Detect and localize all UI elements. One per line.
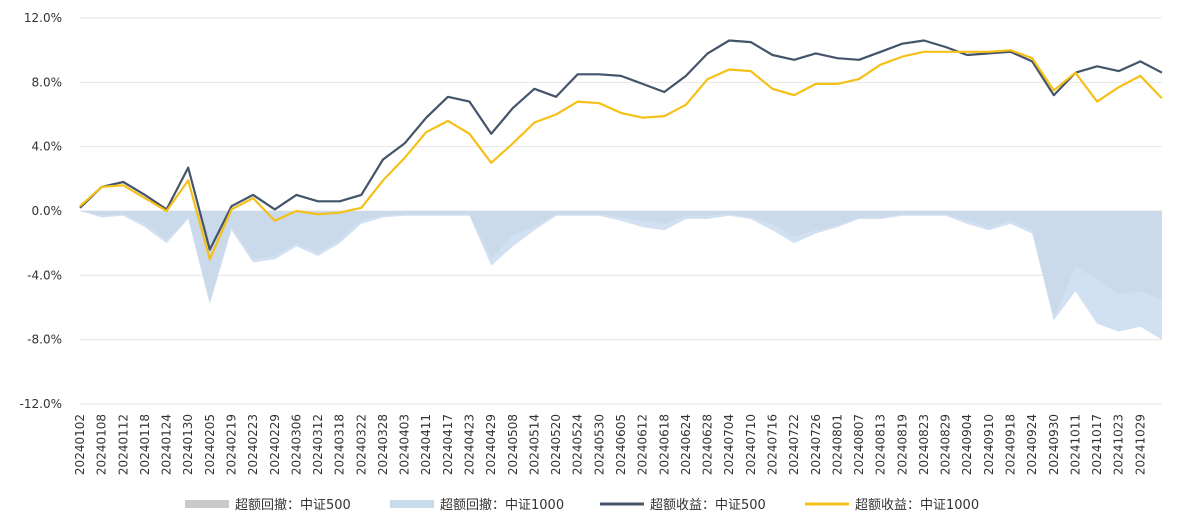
x-tick-label: 20240628 (701, 414, 715, 475)
x-tick-label: 20241017 (1090, 414, 1104, 475)
x-tick-label: 20240807 (852, 414, 866, 475)
x-tick-label: 20240530 (592, 414, 606, 475)
legend-label-0: 超额回撤：中证500 (235, 497, 351, 513)
x-tick-label: 20241029 (1133, 414, 1147, 475)
x-tick-label: 20240118 (138, 414, 152, 475)
x-tick-label: 20240716 (766, 414, 780, 475)
x-tick-label: 20240930 (1047, 414, 1061, 475)
y-tick-label: -4.0% (27, 268, 62, 282)
x-tick-label: 20240710 (744, 414, 758, 475)
legend-label-1: 超额回撤：中证1000 (440, 497, 564, 513)
x-tick-label: 20240508 (506, 414, 520, 475)
drawdown-areas (80, 211, 1162, 340)
x-tick-label: 20240605 (614, 414, 628, 475)
legend-label-3: 超额收益：中证1000 (855, 498, 979, 513)
x-tick-label: 20240306 (289, 414, 303, 475)
x-tick-label: 20240910 (982, 414, 996, 475)
x-tick-label: 20240819 (895, 414, 909, 475)
x-tick-label: 20240704 (722, 414, 736, 475)
x-tick-label: 20240223 (246, 414, 260, 475)
x-tick-label: 20240108 (95, 414, 109, 475)
x-tick-label: 20240124 (160, 414, 174, 475)
x-tick-label: 20240411 (419, 414, 433, 475)
x-tick-label: 20240229 (268, 414, 282, 475)
x-tick-label: 20241011 (1068, 414, 1082, 475)
x-tick-label: 20240130 (181, 414, 195, 475)
x-tick-label: 20240205 (203, 414, 217, 475)
x-tick-label: 20240618 (657, 414, 671, 475)
series-area-1 (80, 211, 1162, 340)
series-line-3 (79, 49, 1163, 261)
x-tick-label: 20240829 (939, 414, 953, 475)
x-tick-label: 20240726 (809, 414, 823, 475)
x-tick-label: 20240403 (398, 414, 412, 475)
legend-label-2: 超额收益：中证500 (650, 498, 766, 513)
x-tick-label: 20240423 (463, 414, 477, 475)
y-tick-label: 8.0% (32, 75, 63, 89)
legend-swatch-0 (185, 500, 229, 508)
x-tick-label: 20240904 (960, 414, 974, 475)
y-tick-label: -8.0% (27, 333, 62, 347)
x-tick-label: 20240520 (549, 414, 563, 475)
x-tick-label: 20241023 (1112, 414, 1126, 475)
y-axis: 12.0% 8.0% 4.0% 0.0% -4.0% -8.0% -12.0% (20, 11, 62, 411)
x-tick-label: 20240801 (830, 414, 844, 475)
legend-swatch-1 (390, 500, 434, 508)
x-tick-label: 20240112 (116, 414, 130, 475)
y-tick-label: 4.0% (32, 140, 63, 154)
x-tick-label: 20240219 (225, 414, 239, 475)
series-line-2 (79, 39, 1163, 251)
x-tick-label: 20240823 (917, 414, 931, 475)
x-tick-label: 20240924 (1025, 414, 1039, 475)
excess-return-lines (79, 39, 1163, 261)
x-tick-label: 20240813 (874, 414, 888, 475)
x-tick-label: 20240612 (636, 414, 650, 475)
y-tick-label: 0.0% (32, 204, 63, 218)
x-tick-label: 20240417 (441, 414, 455, 475)
x-tick-label: 20240322 (354, 414, 368, 475)
x-tick-label: 20240429 (484, 414, 498, 475)
x-tick-label: 20240524 (571, 414, 585, 475)
x-tick-label: 20240312 (311, 414, 325, 475)
x-axis: 20240102 20240108 20240112 20240118 20240124… (73, 414, 1147, 475)
legend: 超额回撤：中证500 超额回撤：中证1000 超额收益：中证500 超额收益：中证10… (185, 497, 979, 513)
x-tick-label: 20240514 (527, 414, 541, 475)
x-tick-label: 20240318 (333, 414, 347, 475)
x-tick-label: 20240328 (376, 414, 390, 475)
y-tick-label: 12.0% (24, 11, 62, 25)
x-tick-label: 20240624 (679, 414, 693, 475)
y-tick-label: -12.0% (20, 397, 62, 411)
x-tick-label: 20240102 (73, 414, 87, 475)
x-tick-label: 20240918 (1004, 414, 1018, 475)
x-tick-label: 20240722 (787, 414, 801, 475)
